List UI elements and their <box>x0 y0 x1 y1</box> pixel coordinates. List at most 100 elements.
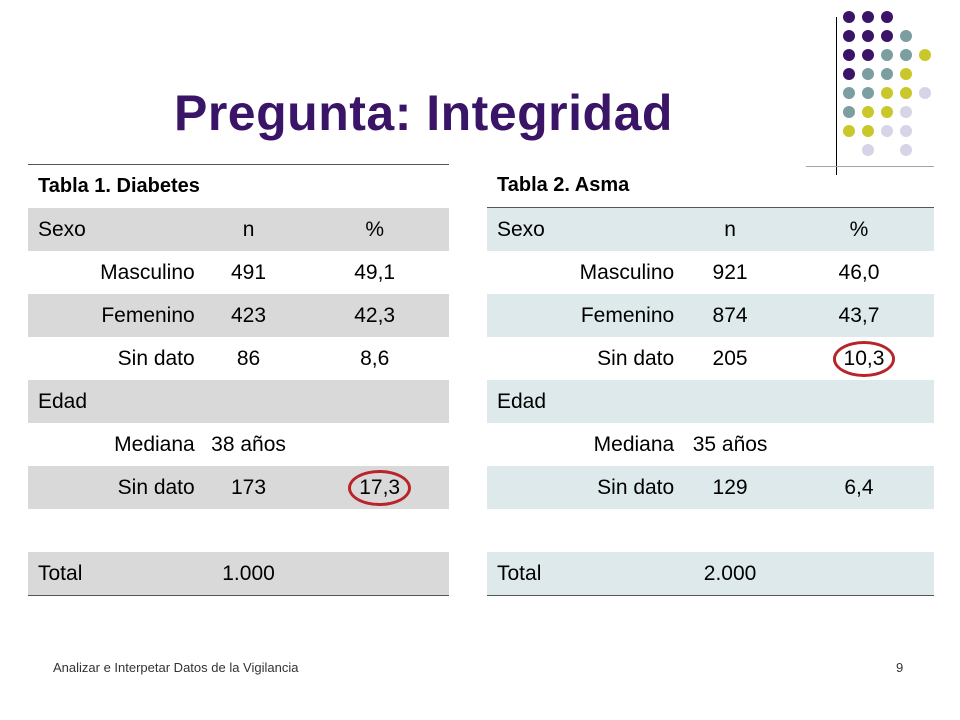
header-cell: % <box>783 207 934 251</box>
decorative-dot <box>900 30 912 42</box>
count-cell: 423 <box>196 294 301 337</box>
count-cell: 129 <box>676 466 784 509</box>
row-label: Sin dato <box>117 346 195 370</box>
table-asthma: Tabla 2. Asma Sexo n % Masculino 921 46,… <box>487 164 934 596</box>
median-cell: 38 años <box>211 432 286 456</box>
total-value: 1.000 <box>196 552 301 596</box>
table-caption: Tabla 1. Diabetes <box>38 175 200 197</box>
decorative-dot <box>862 30 874 42</box>
row-label: Sin dato <box>597 346 675 370</box>
decorative-dot <box>843 87 855 99</box>
table-row: Sin dato 173 17,3 <box>28 466 449 509</box>
decorative-dot <box>862 87 874 99</box>
percent-cell: 43,7 <box>783 294 934 337</box>
highlight-circle: 10,3 <box>832 340 896 377</box>
total-label: Total <box>28 552 197 596</box>
decorative-dot <box>919 49 931 61</box>
table-header-row: Sexo n % <box>487 207 934 251</box>
table-section-row: Edad <box>487 380 934 423</box>
header-cell: n <box>196 208 301 251</box>
header-cell: Sexo <box>487 207 677 251</box>
decorative-dot <box>900 106 912 118</box>
decorative-dot <box>843 49 855 61</box>
total-percent <box>783 552 934 596</box>
percent-cell: 46,0 <box>838 260 880 284</box>
table-spacer-row <box>28 509 449 552</box>
table-row: Masculino 491 49,1 <box>28 251 449 294</box>
row-label: Masculino <box>100 260 195 284</box>
decorative-dot <box>843 106 855 118</box>
decorative-dot <box>862 144 874 156</box>
table-row: Sin dato 129 6,4 <box>487 466 934 509</box>
table-row: Femenino 874 43,7 <box>487 294 934 337</box>
row-label: Sin dato <box>28 466 197 509</box>
count-cell: 205 <box>712 346 748 370</box>
decorative-vertical-line <box>836 17 837 175</box>
decorative-dot <box>843 11 855 23</box>
row-label: Sin dato <box>487 466 677 509</box>
decorative-dot <box>881 125 893 137</box>
table-header-row: Sexo n % <box>28 208 449 251</box>
table-row: Mediana 35 años <box>487 423 934 466</box>
decorative-dot <box>862 49 874 61</box>
decorative-dot <box>881 106 893 118</box>
percent-cell-circled: 17,3 <box>300 466 449 509</box>
decorative-dot <box>881 30 893 42</box>
table-spacer-row <box>487 509 934 552</box>
decorative-dot <box>881 87 893 99</box>
table-total-row: Total 1.000 <box>28 552 449 596</box>
row-label: Femenino <box>487 294 677 337</box>
decorative-dot <box>900 87 912 99</box>
page-number: 9 <box>896 660 904 675</box>
total-value: 2.000 <box>676 552 784 596</box>
decorative-dot <box>881 68 893 80</box>
row-label: Mediana <box>114 432 195 456</box>
decorative-dot <box>919 87 931 99</box>
slide-title: Pregunta: Integridad <box>174 85 673 141</box>
decorative-dot <box>843 68 855 80</box>
decorative-dot <box>862 125 874 137</box>
decorative-dot <box>881 49 893 61</box>
decorative-dot <box>843 30 855 42</box>
median-cell: 35 años <box>692 432 768 456</box>
decorative-dot <box>900 125 912 137</box>
count-cell: 173 <box>196 466 301 509</box>
section-label: Edad <box>487 380 677 423</box>
table-row: Sin dato 86 8,6 <box>28 337 449 380</box>
percent-cell: 6,4 <box>783 466 934 509</box>
decorative-dot <box>900 49 912 61</box>
percent-cell: 49,1 <box>354 260 396 284</box>
slide-footer: Analizar e Interpetar Datos de la Vigila… <box>53 660 299 675</box>
count-cell: 921 <box>712 260 748 284</box>
count-cell: 86 <box>236 346 261 370</box>
row-label: Mediana <box>593 432 675 456</box>
row-label: Femenino <box>28 294 197 337</box>
table-row: Femenino 423 42,3 <box>28 294 449 337</box>
table-row: Sin dato 205 10,3 <box>487 337 934 380</box>
decorative-dot <box>900 144 912 156</box>
decorative-dot <box>862 68 874 80</box>
percent-cell: 8,6 <box>360 346 390 370</box>
table-section-row: Edad <box>28 380 449 423</box>
percent-cell-circled: 10,3 <box>784 337 934 380</box>
header-cell: Sexo <box>28 208 197 251</box>
decorative-dot <box>881 11 893 23</box>
count-cell: 874 <box>676 294 784 337</box>
decorative-dot <box>862 106 874 118</box>
header-cell: % <box>300 208 449 251</box>
row-label: Masculino <box>579 260 675 284</box>
table-total-row: Total 2.000 <box>487 552 934 596</box>
table-row: Mediana 38 años <box>28 423 449 466</box>
percent-cell: 42,3 <box>300 294 449 337</box>
decorative-dot <box>900 68 912 80</box>
total-label: Total <box>487 552 677 596</box>
decorative-dot <box>843 125 855 137</box>
total-percent <box>300 552 449 596</box>
section-label: Edad <box>28 380 197 423</box>
decorative-dot <box>862 11 874 23</box>
table-diabetes: Tabla 1. Diabetes Sexo n % Masculino 491… <box>28 164 449 596</box>
percent-cell <box>300 423 449 466</box>
count-cell: 491 <box>231 260 267 284</box>
table-row: Masculino 921 46,0 <box>487 251 934 294</box>
highlight-circle: 17,3 <box>348 469 412 506</box>
